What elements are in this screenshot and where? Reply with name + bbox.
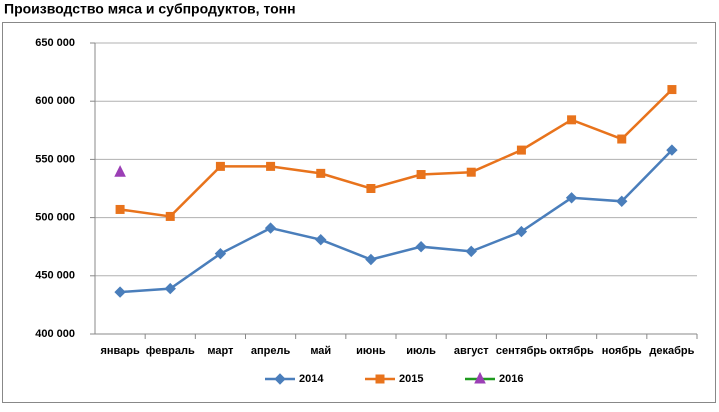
data-point — [365, 253, 377, 266]
data-point — [567, 115, 577, 125]
data-point — [115, 204, 125, 214]
chart-frame — [2, 22, 716, 403]
data-point — [266, 161, 276, 171]
data-point — [164, 282, 176, 295]
data-point — [565, 192, 578, 204]
data-point — [415, 240, 427, 253]
data-point — [515, 225, 528, 238]
legend-marker — [474, 371, 486, 384]
x-tick-label: июль — [406, 345, 436, 357]
data-point — [165, 211, 175, 221]
legend-marker — [375, 374, 385, 384]
data-point — [366, 184, 376, 193]
data-point — [466, 167, 476, 177]
x-tick-label: март — [207, 345, 234, 357]
y-tick-label: 600 000 — [35, 95, 75, 107]
data-point — [516, 145, 526, 155]
data-point — [114, 286, 126, 298]
x-tick-label: февраль — [146, 345, 195, 357]
series-line — [119, 149, 673, 294]
x-tick-label: август — [454, 345, 489, 357]
x-tick-label: декабрь — [649, 345, 694, 357]
legend-label: 2014 — [299, 373, 324, 385]
chart-title: Производство мяса и субпродуктов, тонн — [4, 1, 296, 17]
y-tick-label: 550 000 — [35, 153, 75, 165]
data-point — [315, 234, 327, 246]
data-point — [264, 222, 277, 234]
y-tick-label: 500 000 — [35, 212, 75, 224]
data-point — [666, 144, 678, 156]
data-point — [465, 245, 477, 258]
data-point — [617, 134, 627, 144]
legend-label: 2016 — [499, 373, 523, 385]
x-tick-label: октябрь — [549, 345, 594, 357]
data-point — [667, 85, 677, 95]
legend-marker — [274, 373, 286, 385]
data-point — [316, 168, 326, 178]
x-tick-label: апрель — [251, 345, 291, 357]
data-point — [416, 170, 426, 180]
series-line — [119, 88, 673, 218]
data-point — [214, 247, 227, 260]
x-tick-label: сентябрь — [496, 345, 547, 357]
x-tick-label: май — [310, 345, 331, 357]
y-tick-label: 400 000 — [35, 328, 75, 340]
y-tick-label: 450 000 — [35, 270, 75, 282]
data-point — [616, 195, 628, 208]
legend-label: 2015 — [399, 373, 423, 385]
x-tick-label: январь — [100, 345, 140, 357]
y-tick-label: 650 000 — [35, 37, 75, 49]
x-tick-label: ноябрь — [602, 345, 642, 357]
data-point — [114, 165, 126, 177]
x-tick-label: июнь — [356, 345, 386, 357]
data-point — [215, 161, 225, 171]
